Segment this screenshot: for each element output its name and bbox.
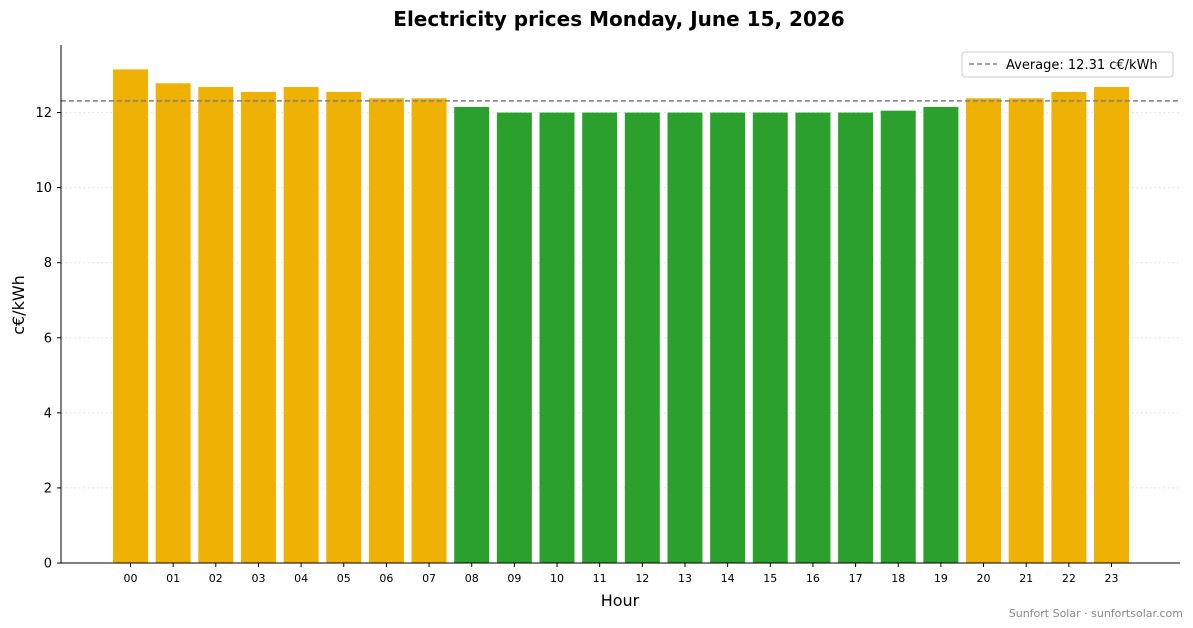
bar-hour-17 bbox=[838, 112, 874, 563]
footer-credit: Sunfort Solar · sunfortsolar.com bbox=[1009, 607, 1183, 620]
x-tick-label: 21 bbox=[1019, 572, 1033, 585]
bar-hour-12 bbox=[624, 112, 660, 563]
bar-hour-18 bbox=[880, 110, 916, 563]
x-tick-label: 20 bbox=[977, 572, 991, 585]
legend-box bbox=[961, 51, 1174, 78]
bar-hour-20 bbox=[966, 98, 1002, 563]
bar-hour-11 bbox=[582, 112, 618, 563]
x-tick-label: 02 bbox=[209, 572, 223, 585]
x-tick-label: 01 bbox=[166, 572, 180, 585]
legend-average-label: Average: 12.31 c€/kWh bbox=[1006, 58, 1158, 73]
y-tick-label: 2 bbox=[44, 481, 52, 496]
bar-hour-01 bbox=[155, 83, 191, 563]
axes bbox=[60, 45, 1180, 564]
y-tick-label: 12 bbox=[35, 106, 52, 121]
y-axis-label: c€/kWh bbox=[9, 275, 28, 335]
x-tick-label: 13 bbox=[678, 572, 692, 585]
bar-hour-22 bbox=[1051, 91, 1087, 563]
x-tick-label: 03 bbox=[251, 572, 265, 585]
x-tick-label: 16 bbox=[806, 572, 820, 585]
chart-title: Electricity prices Monday, June 15, 2026 bbox=[393, 7, 844, 31]
x-tick-label: 11 bbox=[593, 572, 607, 585]
x-tick-label: 00 bbox=[124, 572, 138, 585]
y-tick-label: 6 bbox=[44, 331, 52, 346]
bar-hour-08 bbox=[454, 106, 490, 563]
x-tick-label: 08 bbox=[465, 572, 479, 585]
y-ticks: 0 2 4 6 8 10 12 bbox=[35, 106, 61, 572]
y-tick-label: 8 bbox=[44, 256, 52, 271]
bar-hour-13 bbox=[667, 112, 703, 563]
bar-hour-04 bbox=[283, 87, 319, 563]
x-tick-label: 12 bbox=[635, 572, 649, 585]
bar-hour-03 bbox=[240, 91, 276, 563]
x-tick-label: 15 bbox=[763, 572, 777, 585]
x-tick-label: 17 bbox=[849, 572, 863, 585]
x-tick-label: 04 bbox=[294, 572, 308, 585]
x-tick-label: 14 bbox=[721, 572, 735, 585]
bar-hour-00 bbox=[113, 69, 148, 563]
bar-hour-06 bbox=[368, 98, 404, 563]
bar-hour-16 bbox=[795, 112, 831, 563]
x-tick-label: 05 bbox=[337, 572, 351, 585]
legend: Average: 12.31 c€/kWh bbox=[961, 51, 1174, 78]
bar-hour-15 bbox=[752, 112, 788, 563]
bar-hour-19 bbox=[923, 106, 959, 563]
bar-hour-10 bbox=[539, 112, 575, 563]
bar-hour-14 bbox=[710, 112, 746, 563]
x-tick-label: 06 bbox=[379, 572, 393, 585]
y-tick-label: 4 bbox=[44, 406, 52, 421]
x-tick-label: 23 bbox=[1105, 572, 1119, 585]
x-tick-label: 18 bbox=[891, 572, 905, 585]
x-tick-label: 10 bbox=[550, 572, 564, 585]
bars bbox=[113, 69, 1129, 563]
bar-hour-09 bbox=[496, 112, 532, 563]
x-tick-label: 09 bbox=[507, 572, 521, 585]
y-tick-label: 10 bbox=[35, 181, 52, 196]
bar-hour-21 bbox=[1008, 98, 1044, 563]
x-tick-label: 07 bbox=[422, 572, 436, 585]
bar-hour-07 bbox=[411, 98, 447, 563]
x-tick-label: 22 bbox=[1062, 572, 1076, 585]
x-tick-label: 19 bbox=[934, 572, 948, 585]
y-tick-label: 0 bbox=[44, 557, 52, 572]
bar-hour-02 bbox=[198, 87, 234, 563]
bar-hour-23 bbox=[1094, 87, 1129, 563]
x-axis-label: Hour bbox=[601, 591, 640, 610]
bar-hour-05 bbox=[326, 91, 362, 563]
x-ticks: 00 01 02 03 04 05 06 07 08 09 10 11 12 13 14 15 16 17 18 19… bbox=[124, 563, 1119, 585]
